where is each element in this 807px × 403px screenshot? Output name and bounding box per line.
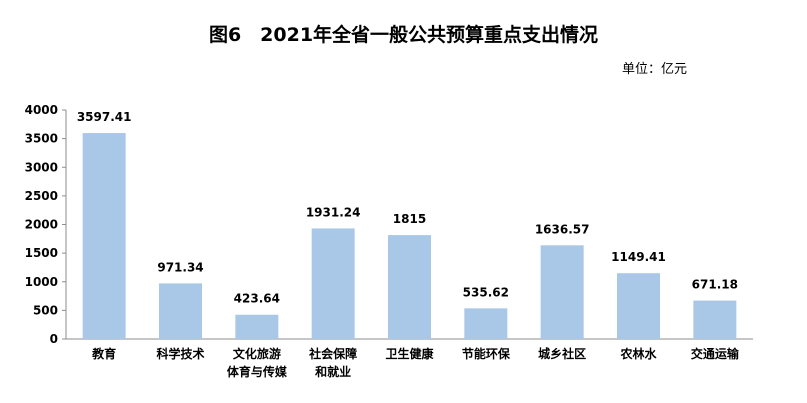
bar <box>159 283 202 339</box>
data-labels: 3597.41 971.34 423.64 1931.24 1815 535.62 1636… <box>77 110 738 306</box>
data-label: 671.18 <box>692 278 738 292</box>
y-tick-label: 4000 <box>25 103 58 117</box>
data-label: 1149.41 <box>611 250 666 264</box>
category-label: 科学技术 <box>156 346 204 361</box>
bar <box>617 273 660 339</box>
bar <box>235 314 279 339</box>
y-tick-label: 500 <box>33 303 58 317</box>
category-label: 社会保障 <box>308 346 357 361</box>
y-tick-label: 2500 <box>25 189 58 203</box>
unit-label: 单位：亿元 <box>621 62 687 77</box>
bar <box>540 245 584 339</box>
category-label: 农林水 <box>619 346 657 361</box>
y-tick-label: 1500 <box>25 246 58 260</box>
category-label: 和就业 <box>314 364 351 379</box>
bar <box>82 133 126 339</box>
y-tick-label: 1000 <box>25 275 58 289</box>
data-label: 535.62 <box>463 285 509 299</box>
category-label: 文化旅游 <box>233 346 281 361</box>
data-label: 1636.57 <box>535 222 590 236</box>
y-tick-label: 0 <box>50 332 58 346</box>
chart-title: 图6 2021年全省一般公共预算重点支出情况 <box>208 24 599 46</box>
bar <box>311 228 355 339</box>
data-label: 3597.41 <box>77 110 132 124</box>
data-label: 971.34 <box>157 260 203 274</box>
data-label: 423.64 <box>234 292 280 306</box>
category-label: 教育 <box>91 346 116 361</box>
y-tick-label: 3500 <box>25 132 58 146</box>
bar <box>464 308 508 339</box>
category-label: 卫生健康 <box>385 346 434 361</box>
category-label: 节能环保 <box>462 346 511 361</box>
y-tick-label: 2000 <box>25 218 58 232</box>
category-label: 交通运输 <box>691 346 740 361</box>
bar <box>693 300 737 339</box>
category-label: 体育与传媒 <box>227 364 288 379</box>
y-ticks: 0 500 1000 1500 2000 2500 3000 3500 4000 <box>25 103 66 346</box>
data-label: 1815 <box>393 212 426 226</box>
bar <box>388 235 431 339</box>
data-label: 1931.24 <box>306 205 361 219</box>
bars <box>82 133 737 339</box>
y-tick-label: 3000 <box>25 160 58 174</box>
category-label: 城乡社区 <box>538 346 586 361</box>
